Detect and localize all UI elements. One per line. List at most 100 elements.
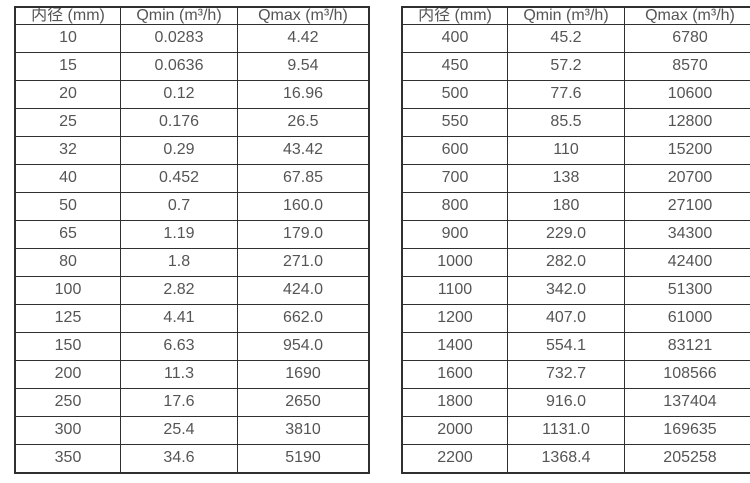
table-cell: 732.7 — [507, 359, 625, 389]
table-cell: 169635 — [624, 415, 750, 445]
table-row: 800 180 27100 — [401, 191, 750, 221]
table-cell: 110 — [507, 135, 625, 165]
table-cell: 50 — [14, 191, 121, 221]
table-cell: 1400 — [401, 331, 508, 361]
table-cell: 400 — [401, 24, 508, 53]
table-cell: 27100 — [624, 191, 750, 221]
table-cell: 0.7 — [120, 191, 238, 221]
table-cell: 160.0 — [237, 191, 370, 221]
table-cell: 662.0 — [237, 303, 370, 333]
table-cell: 1600 — [401, 359, 508, 389]
table-cell: 137404 — [624, 387, 750, 417]
table-cell: 43.42 — [237, 135, 370, 165]
table-cell: 500 — [401, 79, 508, 109]
table-cell: 34300 — [624, 219, 750, 249]
table-row: 600 110 15200 — [401, 135, 750, 165]
table-cell: 8570 — [624, 51, 750, 81]
table-cell: 34.6 — [120, 443, 238, 474]
table-cell: 0.452 — [120, 163, 238, 193]
table-cell: 1131.0 — [507, 415, 625, 445]
table-cell: 2650 — [237, 387, 370, 417]
table-row: 1200 407.0 61000 — [401, 303, 750, 333]
table-row: 400 45.2 6780 — [401, 24, 750, 53]
table-cell: 138 — [507, 163, 625, 193]
header-row: 内径 (mm) Qmin (m³/h) Qmax (m³/h) — [14, 6, 370, 25]
table-cell: 108566 — [624, 359, 750, 389]
column-header: Qmin (m³/h) — [507, 6, 625, 25]
table-row: 150 6.63 954.0 — [14, 331, 370, 361]
table-cell: 10 — [14, 24, 121, 53]
table-cell: 600 — [401, 135, 508, 165]
table-cell: 205258 — [624, 443, 750, 474]
column-header: Qmax (m³/h) — [237, 6, 370, 25]
table-cell: 1690 — [237, 359, 370, 389]
table-row: 40 0.452 67.85 — [14, 163, 370, 193]
table-cell: 85.5 — [507, 107, 625, 137]
table-row: 1600 732.7 108566 — [401, 359, 750, 389]
table-cell: 6780 — [624, 24, 750, 53]
table-cell: 26.5 — [237, 107, 370, 137]
table-cell: 1.19 — [120, 219, 238, 249]
table-cell: 554.1 — [507, 331, 625, 361]
table-cell: 32 — [14, 135, 121, 165]
table-cell: 4.42 — [237, 24, 370, 53]
table-cell: 1800 — [401, 387, 508, 417]
flow-table-dn400-2200: 内径 (mm) Qmin (m³/h) Qmax (m³/h) 400 45.2 6780… — [401, 6, 750, 474]
column-header: 内径 (mm) — [401, 6, 508, 25]
table-cell: 0.0636 — [120, 51, 238, 81]
table-cell: 916.0 — [507, 387, 625, 417]
table-row: 500 77.6 10600 — [401, 79, 750, 109]
table-row: 2000 1131.0 169635 — [401, 415, 750, 445]
table-cell: 0.29 — [120, 135, 238, 165]
table-cell: 2000 — [401, 415, 508, 445]
table-cell: 20 — [14, 79, 121, 109]
table-cell: 5190 — [237, 443, 370, 474]
table-row: 20 0.12 16.96 — [14, 79, 370, 109]
table-cell: 0.0283 — [120, 24, 238, 53]
table-cell: 12800 — [624, 107, 750, 137]
table-row: 10 0.0283 4.42 — [14, 24, 370, 53]
table-cell: 150 — [14, 331, 121, 361]
table-cell: 282.0 — [507, 247, 625, 277]
table-cell: 20700 — [624, 163, 750, 193]
table-cell: 350 — [14, 443, 121, 474]
table-cell: 450 — [401, 51, 508, 81]
table-row: 550 85.5 12800 — [401, 107, 750, 137]
table-cell: 700 — [401, 163, 508, 193]
table-row: 350 34.6 5190 — [14, 443, 370, 474]
table-cell: 0.176 — [120, 107, 238, 137]
table-cell: 80 — [14, 247, 121, 277]
table-cell: 424.0 — [237, 275, 370, 305]
table-cell: 300 — [14, 415, 121, 445]
table-cell: 2200 — [401, 443, 508, 474]
table-cell: 17.6 — [120, 387, 238, 417]
table-cell: 1000 — [401, 247, 508, 277]
table-cell: 15200 — [624, 135, 750, 165]
table-row: 700 138 20700 — [401, 163, 750, 193]
table-cell: 179.0 — [237, 219, 370, 249]
table-cell: 1200 — [401, 303, 508, 333]
table-cell: 11.3 — [120, 359, 238, 389]
table-cell: 271.0 — [237, 247, 370, 277]
table-cell: 15 — [14, 51, 121, 81]
table-cell: 4.41 — [120, 303, 238, 333]
table-row: 65 1.19 179.0 — [14, 219, 370, 249]
table-row: 80 1.8 271.0 — [14, 247, 370, 277]
table-cell: 65 — [14, 219, 121, 249]
table-cell: 25 — [14, 107, 121, 137]
table-cell: 1100 — [401, 275, 508, 305]
table-cell: 2.82 — [120, 275, 238, 305]
table-row: 1800 916.0 137404 — [401, 387, 750, 417]
table-cell: 200 — [14, 359, 121, 389]
table-cell: 6.63 — [120, 331, 238, 361]
table-row: 900 229.0 34300 — [401, 219, 750, 249]
table-row: 100 2.82 424.0 — [14, 275, 370, 305]
table-cell: 900 — [401, 219, 508, 249]
table-cell: 67.85 — [237, 163, 370, 193]
table-row: 25 0.176 26.5 — [14, 107, 370, 137]
table-cell: 229.0 — [507, 219, 625, 249]
table-cell: 77.6 — [507, 79, 625, 109]
table-row: 250 17.6 2650 — [14, 387, 370, 417]
table-cell: 100 — [14, 275, 121, 305]
